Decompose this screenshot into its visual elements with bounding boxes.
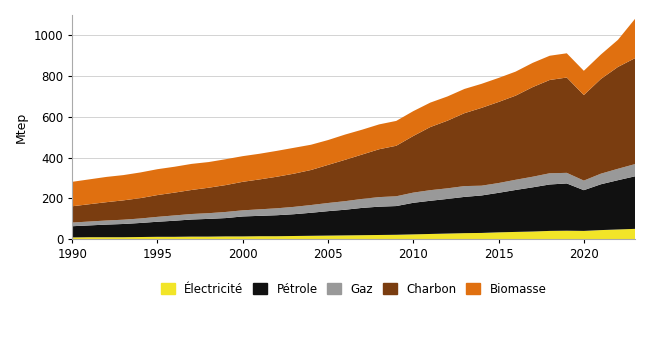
Legend: Électricité, Pétrole, Gaz, Charbon, Biomasse: Électricité, Pétrole, Gaz, Charbon, Biom…: [156, 278, 551, 300]
Y-axis label: Mtep: Mtep: [15, 111, 28, 143]
